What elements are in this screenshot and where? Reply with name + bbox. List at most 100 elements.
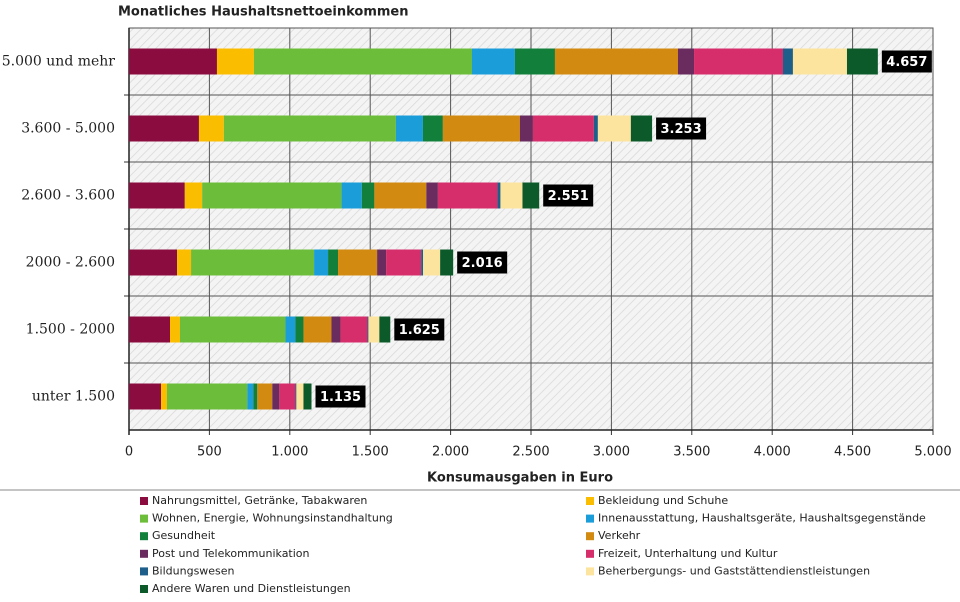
bar-segment — [340, 316, 368, 343]
legend-swatch — [140, 585, 148, 593]
bar-segment — [379, 316, 391, 343]
bar-segment — [129, 316, 171, 343]
x-tick-label: 5.000 — [914, 445, 951, 460]
bar-segment — [257, 383, 273, 410]
bar-segment — [367, 316, 369, 343]
legend-swatch — [140, 532, 148, 541]
bar-segment — [361, 182, 375, 209]
bar-segment — [522, 182, 540, 209]
legend-label: Verkehr — [598, 529, 641, 542]
y-tick-label: 2000 - 2.600 — [26, 255, 115, 271]
bar-segment — [341, 182, 362, 209]
total-label: 4.657 — [886, 55, 927, 70]
legend-swatch — [140, 549, 148, 558]
total-label-box — [881, 50, 932, 73]
y-tick-label: 2.600 - 3.600 — [21, 188, 115, 204]
total-label: 1.135 — [320, 390, 361, 405]
legend-swatch — [586, 497, 594, 505]
y-tick-label: unter 1.500 — [32, 389, 115, 405]
bar-segment — [514, 48, 555, 75]
x-tick-label: 0 — [125, 445, 133, 460]
bar-segment — [314, 249, 329, 276]
bar-segment — [303, 316, 332, 343]
legend-swatch — [586, 532, 594, 541]
bar-segment — [177, 249, 192, 276]
bar-segment — [129, 115, 199, 142]
bar-segment — [223, 115, 396, 142]
x-tick-label: 1.500 — [352, 445, 389, 460]
total-label: 2.551 — [548, 189, 589, 204]
total-label: 1.625 — [399, 323, 440, 338]
bar-segment — [216, 48, 254, 75]
bar-segment — [422, 115, 443, 142]
legend-label: Nahrungsmittel, Getränke, Tabakwaren — [152, 494, 367, 507]
bar-segment — [296, 383, 304, 410]
bar-segment — [593, 115, 598, 142]
bar-segment — [421, 249, 424, 276]
x-tick-label: 3.500 — [673, 445, 710, 460]
bar-segment — [191, 249, 315, 276]
bar-segment — [279, 383, 296, 410]
bar-segment — [247, 383, 254, 410]
bar-segment — [440, 249, 454, 276]
bar-segment — [129, 48, 217, 75]
legend-label: Bekleidung und Schuhe — [598, 494, 728, 507]
bar-segment — [331, 316, 341, 343]
legend-label: Freizeit, Unterhaltung und Kultur — [598, 547, 778, 560]
bar-segment — [471, 48, 515, 75]
bar-segment — [395, 115, 423, 142]
legend-label: Post und Telekommunikation — [152, 547, 310, 560]
x-tick-label: 4.000 — [754, 445, 791, 460]
chart-title: Monatliches Haushaltsnettoeinkommen — [118, 5, 409, 20]
bar-segment — [338, 249, 378, 276]
bar-segment — [170, 316, 180, 343]
total-label-box — [543, 184, 594, 207]
bar-segment — [303, 383, 312, 410]
bar-segment — [497, 182, 501, 209]
legend-label: Andere Waren und Dienstleistungen — [152, 582, 351, 595]
bar-segment — [129, 383, 161, 410]
legend-swatch — [586, 514, 594, 523]
legend-label: Wohnen, Energie, Wohnungsinstandhaltung — [152, 512, 393, 525]
bar-segment — [386, 249, 422, 276]
total-label-box — [457, 251, 508, 274]
total-label-box — [656, 117, 707, 140]
bar-segment — [368, 316, 380, 343]
legend-label: Gesundheit — [152, 529, 216, 542]
legend-label: Beherbergungs- und Gaststättendienstleis… — [598, 564, 870, 577]
y-tick-label: 1.500 - 2000 — [26, 322, 115, 338]
legend-swatch — [140, 514, 148, 523]
legend-swatch — [140, 497, 148, 505]
bar-segment — [202, 182, 342, 209]
bar-segment — [500, 182, 523, 209]
total-label: 2.016 — [462, 256, 503, 271]
x-tick-label: 4.500 — [834, 445, 871, 460]
bar-segment — [782, 48, 793, 75]
x-tick-label: 3.000 — [593, 445, 630, 460]
x-axis-label: Konsumausgaben in Euro — [427, 471, 613, 486]
bar-segment — [295, 316, 304, 343]
bar-segment — [253, 383, 258, 410]
legend-label: Bildungswesen — [152, 564, 235, 577]
bar-segment — [532, 115, 594, 142]
bar-segment — [129, 182, 185, 209]
bar-segment — [295, 383, 297, 410]
total-label-box — [315, 385, 366, 408]
bar-segment — [166, 383, 248, 410]
x-tick-label: 1.000 — [271, 445, 308, 460]
bar-segment — [377, 249, 387, 276]
bar-segment — [129, 249, 178, 276]
bar-segment — [423, 249, 441, 276]
y-tick-label: 3.600 - 5.000 — [21, 121, 115, 137]
bar-segment — [437, 182, 498, 209]
bar-segment — [554, 48, 678, 75]
bar-segment — [160, 383, 167, 410]
x-tick-label: 2.000 — [432, 445, 469, 460]
bar-segment — [694, 48, 783, 75]
bar-segment — [426, 182, 438, 209]
legend-swatch — [586, 549, 594, 558]
legend-swatch — [586, 567, 594, 576]
bar-segment — [630, 115, 653, 142]
bar-segment — [442, 115, 520, 142]
